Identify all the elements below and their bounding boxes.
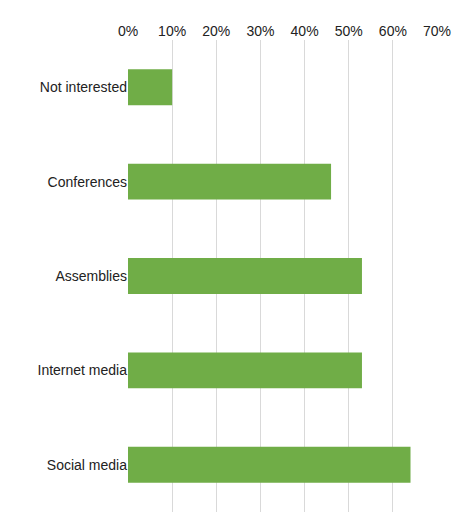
svg-text:Conferences: Conferences (48, 174, 127, 190)
svg-text:Social media: Social media (47, 457, 127, 473)
svg-text:20%: 20% (202, 23, 230, 39)
svg-text:70%: 70% (423, 23, 451, 39)
svg-text:60%: 60% (379, 23, 407, 39)
svg-text:50%: 50% (335, 23, 363, 39)
svg-text:30%: 30% (246, 23, 274, 39)
svg-text:Not interested: Not interested (40, 79, 127, 95)
svg-text:40%: 40% (291, 23, 319, 39)
svg-text:0%: 0% (118, 23, 138, 39)
svg-text:Assemblies: Assemblies (55, 268, 127, 284)
svg-text:10%: 10% (158, 23, 186, 39)
svg-text:Internet media: Internet media (38, 362, 128, 378)
